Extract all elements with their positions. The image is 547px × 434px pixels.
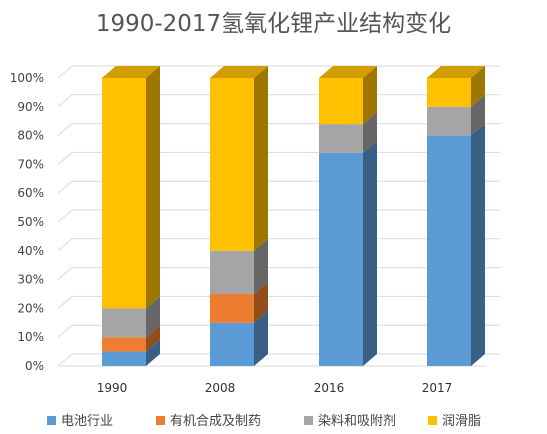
bar-segment-side (146, 325, 160, 352)
gridline-depth (57, 180, 73, 194)
x-tick-label: 2008 (205, 381, 236, 395)
bar-segment (210, 250, 254, 294)
gridline-depth (57, 94, 73, 108)
legend-label: 染料和吸附剂 (318, 414, 396, 429)
bar-segment-top (102, 66, 160, 78)
bar-segment-side (254, 310, 268, 366)
gridline-depth (57, 238, 73, 252)
legend-swatch (428, 416, 437, 425)
y-tick-label: 60% (17, 186, 44, 200)
bar-segment-side (471, 66, 485, 107)
bar-segment-side (363, 140, 377, 366)
bar-segment-side (254, 238, 268, 294)
gridline-depth (57, 209, 73, 223)
x-tick-label: 2016 (314, 381, 345, 395)
bar-segment (427, 135, 471, 366)
bar-segment (210, 78, 254, 251)
bar-segment (427, 106, 471, 136)
bar-segment-top (319, 66, 377, 78)
gridline-depth (57, 123, 73, 136)
legend-swatch (156, 416, 165, 425)
legend-label: 电池行业 (61, 414, 113, 429)
legend-label: 润滑脂 (442, 414, 481, 429)
bar-segment-side (471, 123, 485, 366)
y-tick-label: 0% (25, 359, 44, 373)
bar-segment-side (146, 339, 160, 366)
bar-segment (102, 308, 146, 338)
y-tick-label: 80% (17, 129, 44, 143)
gridline-depth (57, 353, 73, 367)
chart-title: 1990-2017氢氧化锂产业结构变化 (95, 11, 452, 37)
x-tick-label: 1990 (97, 381, 128, 395)
bar-segment (102, 337, 146, 352)
gridline-depth (57, 267, 73, 280)
y-tick-label: 30% (17, 273, 44, 287)
bar-segment (427, 78, 471, 107)
bar-segment (102, 78, 146, 309)
bar-segment-side (363, 66, 377, 125)
legend-swatch (47, 416, 56, 425)
legend-swatch (304, 416, 313, 425)
bar-segment-side (146, 66, 160, 309)
y-tick-label: 20% (17, 301, 44, 315)
bar-segment (210, 322, 254, 366)
y-tick-label: 90% (17, 100, 44, 114)
y-tick-label: 10% (17, 330, 44, 344)
bar-segment (319, 124, 363, 153)
y-tick-label: 100% (10, 71, 44, 85)
bar-segment (102, 351, 146, 366)
bar-segment (210, 294, 254, 323)
y-tick-label: 50% (17, 215, 44, 229)
bar-segment-side (471, 94, 485, 136)
x-tick-label: 2017 (422, 381, 453, 395)
bar-segment-top (210, 66, 268, 78)
bar-segment (319, 78, 363, 125)
gridline-depth (57, 65, 73, 79)
y-tick-label: 70% (17, 157, 44, 171)
bar-segment-side (146, 296, 160, 338)
gridline-depth (57, 324, 73, 338)
bar-segment-top (427, 66, 485, 78)
bar-segment-side (254, 282, 268, 323)
gridline-depth (57, 296, 73, 309)
bar-segment-side (363, 112, 377, 153)
bar-segment (319, 152, 363, 366)
bar-segment-side (254, 66, 268, 251)
legend-label: 有机合成及制药 (170, 414, 261, 429)
y-tick-label: 40% (17, 244, 44, 258)
gridline-depth (57, 152, 73, 165)
